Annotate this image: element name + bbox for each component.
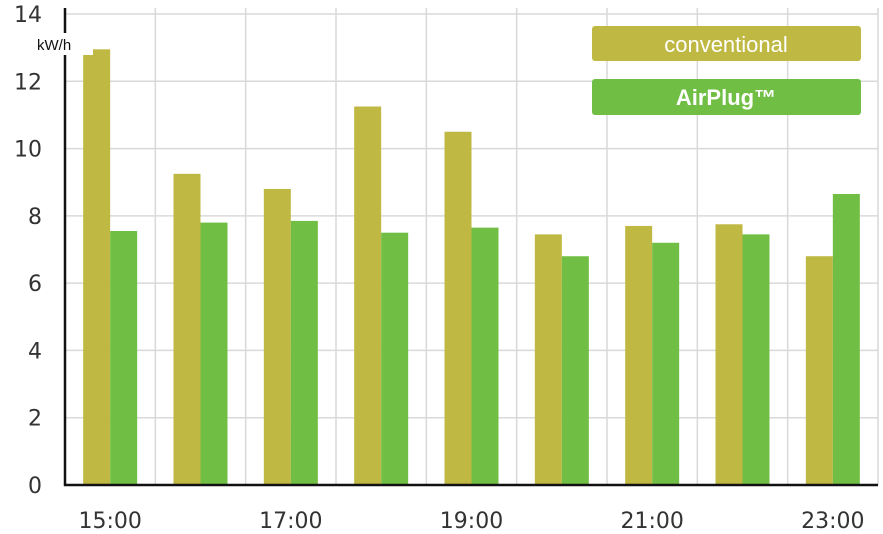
legend: conventional AirPlug™ <box>592 26 861 115</box>
unit-label-background <box>35 33 93 55</box>
bar-conventional <box>715 224 743 485</box>
y-tick-label: 6 <box>28 272 42 297</box>
y-tick-label: 0 <box>28 474 42 499</box>
bar-conventional <box>625 225 653 485</box>
bar-airplug <box>832 193 860 485</box>
x-tick-label: 23:00 <box>801 509 864 534</box>
axes <box>63 8 878 487</box>
bar-airplug <box>200 222 228 486</box>
x-tick-labels: 15:00 17:00 19:00 21:00 23:00 <box>78 509 864 534</box>
y-tick-label: 8 <box>28 205 42 230</box>
x-tick-label: 21:00 <box>620 509 683 534</box>
legend-swatch-airplug <box>592 79 861 115</box>
bar-airplug <box>110 230 138 485</box>
bar-conventional <box>173 173 201 485</box>
x-tick-label: 19:00 <box>440 509 503 534</box>
bar-airplug <box>652 242 680 485</box>
legend-label-conventional: conventional <box>664 32 788 57</box>
legend-item-conventional: conventional <box>592 26 861 61</box>
bars <box>83 49 860 486</box>
bar-airplug <box>561 256 589 485</box>
legend-label-airplug: AirPlug™ <box>676 85 776 110</box>
bar-conventional <box>354 106 382 486</box>
bar-airplug <box>290 220 318 485</box>
x-tick-label: 17:00 <box>259 509 322 534</box>
legend-swatch-conventional <box>592 26 861 61</box>
bar-conventional <box>805 256 833 485</box>
bar-conventional <box>83 49 111 485</box>
x-tick-label: 15:00 <box>78 509 141 534</box>
bar-airplug <box>742 234 770 485</box>
y-tick-label: 14 <box>14 3 42 28</box>
bar-conventional <box>444 131 472 485</box>
y-tick-label: 2 <box>28 407 42 432</box>
bar-airplug <box>471 227 499 485</box>
bar-airplug <box>381 232 409 485</box>
y-tick-labels: 0 2 4 6 8 10 12 14 <box>14 3 42 499</box>
y-tick-label: 4 <box>28 339 42 364</box>
unit-label: kW/h <box>37 37 71 54</box>
y-tick-label: 12 <box>14 70 42 95</box>
y-tick-label: 10 <box>14 138 42 163</box>
bar-conventional <box>263 188 291 485</box>
bar-conventional <box>534 234 562 485</box>
legend-item-airplug: AirPlug™ <box>592 79 861 115</box>
